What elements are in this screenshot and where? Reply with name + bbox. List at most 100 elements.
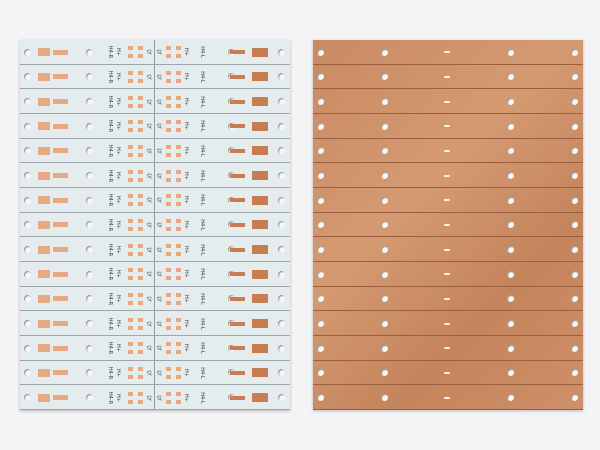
mounting-hole bbox=[317, 221, 324, 229]
mounting-hole bbox=[507, 270, 514, 278]
silkscreen-label: LY bbox=[145, 123, 152, 129]
led-pad bbox=[176, 251, 181, 256]
led-pad bbox=[128, 120, 133, 125]
led-pad bbox=[138, 169, 143, 174]
mounting-hole bbox=[381, 147, 388, 155]
led-pad bbox=[128, 177, 133, 182]
pcb-strip: H4-R H+ LY LY H+ H4-L bbox=[20, 65, 290, 90]
silkscreen-label: H4-R bbox=[107, 194, 114, 207]
pcb-strip: H4-R H+ LY LY H+ H4-L bbox=[20, 361, 290, 386]
led-pad bbox=[138, 103, 143, 108]
led-pad bbox=[138, 276, 143, 281]
solder-pad bbox=[53, 321, 68, 327]
mounting-hole bbox=[507, 98, 514, 106]
led-pad bbox=[128, 399, 133, 404]
solder-pad bbox=[252, 343, 268, 353]
mounting-hole bbox=[571, 270, 578, 278]
mounting-hole bbox=[381, 246, 388, 254]
led-pad bbox=[176, 128, 181, 133]
solder-pad bbox=[230, 50, 245, 55]
solder-pad bbox=[38, 122, 50, 131]
led-pad bbox=[128, 243, 133, 248]
led-pad bbox=[166, 292, 171, 297]
mounting-hole bbox=[317, 98, 324, 106]
silkscreen-label: LY bbox=[155, 197, 162, 203]
led-pad bbox=[166, 251, 171, 256]
led-pad bbox=[138, 144, 143, 149]
mounting-hole bbox=[507, 344, 514, 352]
mounting-hole bbox=[571, 344, 578, 352]
led-pad bbox=[166, 70, 171, 75]
copper-strip bbox=[313, 40, 583, 65]
solder-pad bbox=[53, 345, 68, 351]
silkscreen-label: H+ bbox=[182, 319, 189, 328]
silkscreen-label: H4-L bbox=[198, 71, 205, 83]
silkscreen-label: H+ bbox=[114, 196, 121, 205]
solder-pad bbox=[38, 294, 50, 303]
mounting-hole bbox=[24, 295, 31, 303]
silkscreen-label: H+ bbox=[114, 369, 121, 377]
mounting-hole bbox=[381, 320, 388, 328]
led-pad bbox=[176, 342, 181, 347]
solder-pad bbox=[38, 196, 50, 205]
mounting-hole bbox=[571, 246, 578, 254]
silkscreen-label: H4-R bbox=[107, 391, 114, 404]
led-pad bbox=[176, 243, 181, 248]
solder-pad bbox=[53, 296, 68, 302]
mounting-hole bbox=[317, 270, 324, 278]
pcb-strip: H4-R H+ LY LY H+ H4-L bbox=[20, 89, 290, 114]
copper-strip bbox=[313, 237, 583, 262]
mounting-hole bbox=[571, 295, 578, 303]
silkscreen-label: H4-L bbox=[198, 342, 205, 355]
mounting-hole bbox=[278, 246, 285, 254]
led-pad bbox=[138, 251, 143, 256]
solder-pad bbox=[38, 368, 50, 377]
silkscreen-label: LY bbox=[145, 345, 152, 351]
led-pad bbox=[138, 54, 143, 59]
mounting-hole bbox=[86, 270, 93, 278]
solder-pad bbox=[230, 247, 245, 252]
silkscreen-label: LY bbox=[155, 74, 162, 80]
mounting-hole bbox=[507, 394, 514, 402]
led-pad bbox=[138, 325, 143, 330]
led-pad bbox=[138, 243, 143, 248]
mounting-hole bbox=[278, 394, 285, 402]
v-cut-slot bbox=[444, 174, 450, 177]
silkscreen-label: LY bbox=[145, 247, 152, 253]
led-pad bbox=[176, 169, 181, 174]
v-cut-slot bbox=[444, 100, 450, 103]
led-pad bbox=[176, 300, 181, 305]
mounting-hole bbox=[381, 344, 388, 352]
led-pad bbox=[176, 103, 181, 108]
silkscreen-label: H+ bbox=[182, 344, 189, 353]
silkscreen-label: LY bbox=[155, 271, 162, 277]
mounting-hole bbox=[317, 344, 324, 352]
solder-pad bbox=[38, 344, 50, 353]
silkscreen-label: LY bbox=[145, 321, 152, 327]
solder-pad bbox=[252, 146, 268, 156]
led-pad bbox=[128, 70, 133, 75]
mounting-hole bbox=[317, 369, 324, 377]
solder-pad bbox=[230, 198, 245, 203]
led-pad bbox=[176, 194, 181, 199]
mounting-hole bbox=[24, 196, 31, 204]
led-pad bbox=[176, 325, 181, 330]
mounting-hole bbox=[381, 270, 388, 278]
pcb-strip: H4-R H+ LY LY H+ H4-L bbox=[20, 114, 290, 139]
led-pad bbox=[166, 342, 171, 347]
mounting-hole bbox=[24, 147, 31, 155]
silkscreen-label: H+ bbox=[182, 48, 189, 57]
led-pad bbox=[166, 276, 171, 281]
solder-pad bbox=[252, 220, 268, 230]
solder-pad bbox=[230, 272, 245, 277]
silkscreen-label: LY bbox=[155, 296, 162, 302]
led-pad bbox=[166, 399, 171, 404]
solder-pad bbox=[230, 296, 245, 301]
led-pad bbox=[138, 194, 143, 199]
silkscreen-label: H4-L bbox=[198, 293, 205, 305]
mounting-hole bbox=[317, 246, 324, 254]
solder-pad bbox=[252, 294, 268, 304]
silkscreen-label: H+ bbox=[114, 97, 121, 106]
silkscreen-label: H4-L bbox=[198, 145, 205, 157]
mounting-hole bbox=[24, 48, 31, 56]
